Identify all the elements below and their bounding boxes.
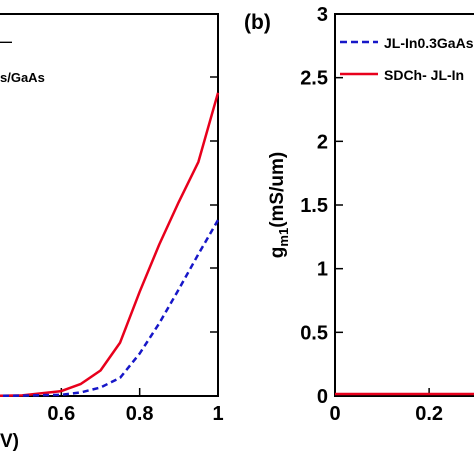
panel-a-x-axis-label: V) bbox=[0, 431, 19, 452]
panel-a-x-tick-label: 0.6 bbox=[47, 403, 75, 425]
panel-a-legend-fragment-2: s/GaAs bbox=[0, 70, 45, 85]
panel-b-y-tick-label: 2.5 bbox=[300, 68, 328, 90]
panel-a-series bbox=[0, 92, 220, 398]
panel-a-x-ticks: 0.6 0.8 1 bbox=[47, 388, 224, 425]
panel-b-y-tick-label: 0.5 bbox=[300, 322, 328, 344]
panel-a-x-tick-label: 1 bbox=[212, 403, 223, 425]
panel-a-series-line-2 bbox=[0, 219, 220, 398]
panel-b-label: (b) bbox=[244, 11, 271, 34]
legend-label-jl-in0.3gaas: JL-In0.3GaAs bbox=[384, 35, 474, 51]
panel-a: 0.6 0.8 1 — s/GaAs V) bbox=[0, 13, 224, 452]
panel-a-series-line-1 bbox=[0, 92, 220, 397]
panel-b-legend: JL-In0.3GaAs SDCh- JL-In bbox=[340, 35, 474, 83]
panel-b-x-tick-label: 0.2 bbox=[415, 403, 443, 425]
panel-b-y-tick-label: 3 bbox=[317, 4, 328, 26]
panel-b-y-axis-label-g: g bbox=[267, 247, 288, 259]
panel-a-x-tick-label: 0.8 bbox=[126, 403, 154, 425]
panel-b-y-tick-label: 1.5 bbox=[300, 195, 328, 217]
panel-b: (b) 0 0.5 1 1.5 2 2.5 3 0 0.2 gm1(mS/um) JL-In0… bbox=[244, 4, 474, 425]
panel-a-y-ticks bbox=[210, 76, 218, 397]
panel-b-y-ticks: 0 0.5 1 1.5 2 2.5 3 bbox=[300, 4, 343, 408]
panel-a-legend-fragment-1: — bbox=[0, 33, 12, 49]
panel-b-y-axis-label: gm1(mS/um) bbox=[267, 152, 291, 258]
panel-b-x-tick-label: 0 bbox=[329, 403, 340, 425]
panel-b-y-tick-label: 0 bbox=[317, 386, 328, 408]
panel-b-y-tick-label: 2 bbox=[317, 131, 328, 153]
panel-b-y-axis-label-subscript: m1 bbox=[276, 228, 291, 247]
panel-b-y-axis-label-units: (mS/um) bbox=[267, 152, 288, 228]
panel-b-y-tick-label: 1 bbox=[317, 259, 328, 281]
legend-label-sdch-jl-in: SDCh- JL-In bbox=[384, 67, 464, 83]
